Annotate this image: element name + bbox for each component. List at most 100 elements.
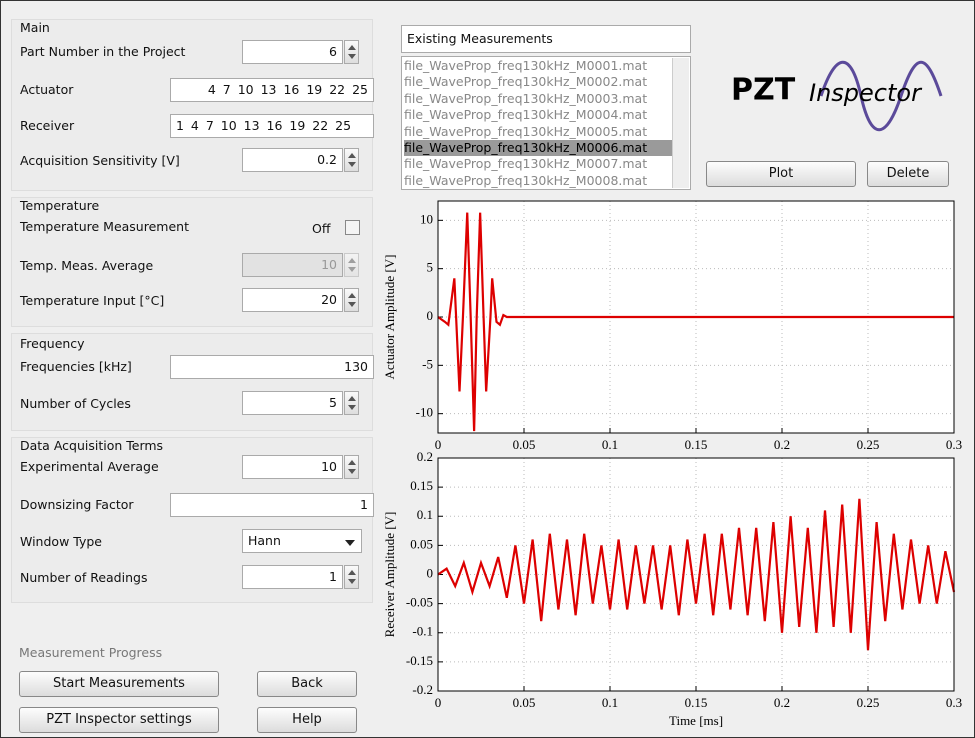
spinner[interactable]	[344, 40, 359, 64]
y-axis-label: Receiver Amplitude [V]	[382, 512, 397, 638]
toggle-state: Off	[312, 221, 331, 236]
start-button[interactable]: Start Measurements	[19, 671, 219, 697]
field-label: Temp. Meas. Average	[20, 258, 154, 273]
list-item[interactable]: file_WaveProp_freq130kHz_M0006.mat	[404, 140, 672, 156]
dropdown[interactable]: Hann	[242, 529, 362, 553]
line	[437, 498, 956, 651]
number-input[interactable]: 6	[242, 40, 343, 64]
list-title: Existing Measurements	[401, 25, 691, 53]
spinner	[344, 253, 359, 277]
x-tick-label: 0.25	[857, 437, 880, 452]
logo: PZT Inspector	[731, 61, 943, 131]
field-label: Actuator	[20, 82, 74, 97]
plot-button[interactable]: Plot	[706, 161, 856, 187]
y-tick-label: 5	[427, 260, 434, 275]
y-tick-label: -5	[422, 356, 433, 371]
x-tick-label: 0.3	[946, 437, 962, 452]
y-tick-label: 10	[420, 211, 433, 226]
settings-button[interactable]: PZT Inspector settings	[19, 707, 219, 733]
list-item[interactable]: file_WaveProp_freq130kHz_M0005.mat	[404, 123, 648, 139]
x-tick-label: 0.1	[602, 437, 618, 452]
logo-sub: Inspector	[809, 79, 923, 107]
number-input[interactable]: 1	[242, 565, 343, 589]
number-input-disabled: 10	[242, 253, 343, 277]
spinner[interactable]	[344, 455, 359, 479]
acquisition-panel: Data Acquisition Terms Experimental Aver…	[11, 437, 374, 603]
field-label: Receiver	[20, 118, 75, 133]
delete-button[interactable]: Delete	[867, 161, 949, 187]
field-label: Frequencies [kHz]	[20, 359, 132, 374]
spinner[interactable]	[344, 391, 359, 415]
text-input[interactable]: 130	[170, 355, 374, 379]
help-button[interactable]: Help	[257, 707, 357, 733]
y-tick-label: 0.15	[410, 478, 433, 493]
logo-main: PZT	[731, 73, 796, 108]
field-label: Window Type	[20, 534, 102, 549]
panel-title: Temperature	[20, 198, 100, 213]
text-input[interactable]: 4 7 10 13 16 19 22 25	[170, 78, 374, 102]
list-item[interactable]: file_WaveProp_freq130kHz_M0003.mat	[404, 90, 648, 106]
y-tick-label: 0.1	[417, 507, 433, 522]
panel-title: Main	[20, 20, 50, 35]
field-label: Temperature Measurement	[20, 219, 189, 234]
line	[437, 212, 954, 432]
text-input[interactable]: 1 4 7 10 13 16 19 22 25	[170, 114, 374, 138]
panel-title: Data Acquisition Terms	[20, 438, 164, 453]
y-tick-label: -0.15	[406, 653, 433, 668]
x-tick-label: 0	[435, 695, 442, 710]
field-label: Downsizing Factor	[20, 497, 134, 512]
spinner[interactable]	[344, 565, 359, 589]
x-tick-label: 0.05	[513, 437, 536, 452]
axes-box	[437, 457, 955, 692]
y-tick-label: -0.2	[412, 682, 433, 697]
x-tick-label: 0.15	[685, 437, 708, 452]
progress-label: Measurement Progress	[19, 645, 163, 660]
charts: 0 0.05 0.1 0.15 0.2 0.25 0.3 -10 -5 0 5 10 Actuator …	[382, 200, 962, 728]
main-panel: Main Part Number in the Project 6 Actuat…	[11, 19, 374, 191]
x-tick-label: 0	[435, 437, 442, 452]
dropdown-arrow	[345, 540, 355, 546]
list-item[interactable]: file_WaveProp_freq130kHz_M0001.mat	[404, 58, 648, 73]
temperature-panel: Temperature Temperature Measurement Off …	[11, 197, 373, 327]
y-tick-label: 0.05	[410, 536, 433, 551]
list-item[interactable]: file_WaveProp_freq130kHz_M0008.mat	[404, 172, 648, 188]
panel-title: Frequency	[20, 336, 85, 351]
y-tick-label: -0.1	[412, 624, 433, 639]
field-label: Temperature Input [°C]	[20, 293, 165, 308]
field-label: Experimental Average	[20, 459, 159, 474]
frequency-panel: Frequency Frequencies [kHz] 130 Number o…	[11, 333, 374, 431]
y-axis-label: Actuator Amplitude [V]	[382, 255, 397, 380]
back-button[interactable]: Back	[257, 671, 357, 697]
x-tick-label: 0.2	[774, 437, 790, 452]
x-tick-label: 0.25	[857, 695, 880, 710]
x-tick-label: 0.15	[685, 695, 708, 710]
y-tick-label: 0	[427, 565, 434, 580]
spinner[interactable]	[344, 288, 359, 312]
field-label: Part Number in the Project	[20, 44, 186, 59]
field-label: Acquisition Sensitivity [V]	[20, 153, 180, 168]
number-input[interactable]: 20	[242, 288, 343, 312]
scrollbar[interactable]	[672, 58, 689, 188]
x-tick-label: 0.05	[513, 695, 536, 710]
list-item[interactable]: file_WaveProp_freq130kHz_M0007.mat	[404, 156, 648, 172]
text-input[interactable]: 1	[170, 493, 374, 517]
x-axis-label: Time [ms]	[669, 713, 723, 728]
y-tick-label: 0.2	[417, 449, 433, 464]
logo-wave	[819, 61, 943, 131]
spinner[interactable]	[344, 148, 359, 172]
x-tick-label: 0.2	[774, 695, 790, 710]
field-label: Number of Readings	[20, 570, 148, 585]
field-label: Number of Cycles	[20, 396, 131, 411]
list-item[interactable]: file_WaveProp_freq130kHz_M0004.mat	[404, 107, 648, 123]
x-tick-label: 0.1	[602, 695, 618, 710]
checkbox[interactable]	[345, 220, 360, 235]
measurement-list[interactable]: file_WaveProp_freq130kHz_M0008.mat file_W…	[401, 56, 691, 190]
x-tick-label: 0.3	[946, 695, 962, 710]
list-item[interactable]: file_WaveProp_freq130kHz_M0002.mat	[404, 74, 648, 90]
number-input[interactable]: 5	[242, 391, 343, 415]
y-tick-label: -10	[416, 405, 433, 420]
number-input[interactable]: 0.2	[242, 148, 343, 172]
y-tick-label: 0	[427, 308, 434, 323]
number-input[interactable]: 10	[242, 455, 343, 479]
y-tick-label: -0.05	[406, 595, 433, 610]
